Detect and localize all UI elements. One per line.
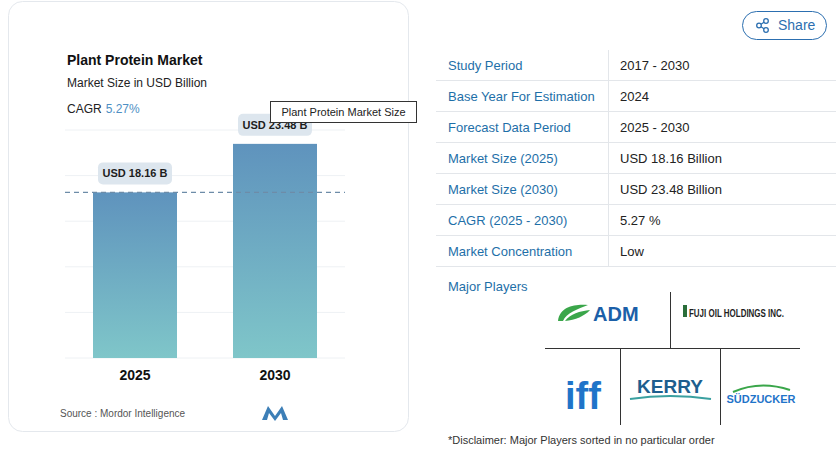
adm-leaf	[565, 310, 590, 321]
logo-rule	[620, 348, 621, 425]
annotation-text: Plant Protein Market Size	[281, 106, 405, 118]
table-value: 5.27 %	[620, 213, 661, 228]
table-label: CAGR (2025 - 2030)	[448, 213, 567, 228]
source-logo	[262, 406, 288, 421]
grid	[65, 130, 345, 358]
source: Source : Mordor Intelligence	[60, 408, 186, 419]
table-label: Study Period	[448, 58, 522, 73]
chart-card	[9, 2, 409, 432]
x-tick-label: 2030	[259, 367, 290, 383]
share-button[interactable]: Share	[743, 12, 827, 40]
table-rule	[436, 80, 836, 81]
data-label: USD 18.16 B	[98, 162, 172, 184]
table-value: Low	[620, 244, 644, 259]
player-logo: FUJI OIL HOLDINGS INC.	[689, 307, 784, 319]
suedzucker-arc	[733, 385, 790, 392]
player-logo: KERRY	[637, 376, 703, 397]
table-rule	[436, 204, 836, 205]
table-rule	[436, 235, 836, 236]
table-rule	[436, 142, 836, 143]
chart-title: Plant Protein Market	[67, 52, 203, 68]
table-label: Base Year For Estimation	[448, 89, 595, 104]
share-icon	[757, 23, 762, 28]
table-rule	[436, 173, 836, 174]
table-col-rule	[608, 50, 609, 267]
data-label-text: USD 18.16 B	[103, 167, 168, 179]
bar	[233, 144, 317, 358]
bars	[93, 144, 317, 358]
disclaimer: *Disclaimer: Major Players sorted in no …	[448, 434, 715, 446]
share-text[interactable]: Share	[778, 17, 816, 33]
player-logo: SÜDZUCKER	[726, 393, 795, 405]
kerry-swoosh	[630, 396, 711, 399]
info-table: Study Period 2017 - 2030 Base Year For Est…	[436, 50, 836, 267]
chart-subtitle: Market Size in USD Billion	[67, 76, 207, 90]
table-value: 2025 - 2030	[620, 120, 689, 135]
table-label: Forecast Data Period	[448, 120, 571, 135]
table-value: USD 18.16 Billion	[620, 151, 722, 166]
table-value: 2024	[620, 89, 649, 104]
cagr-value: 5.27%	[106, 102, 140, 116]
table-rule	[436, 266, 836, 267]
bar	[93, 192, 177, 358]
logo-rule	[670, 292, 671, 348]
share-icon	[764, 28, 769, 33]
logo-rule	[545, 348, 800, 349]
page: Plant Protein Market Market Size in USD B…	[0, 0, 836, 473]
player-logo: ADM	[593, 303, 639, 325]
table-rule	[436, 111, 836, 112]
annotation: Plant Protein Market Size	[271, 102, 417, 123]
x-tick-label: 2025	[119, 367, 150, 383]
logo-rule	[720, 348, 721, 425]
share-border[interactable]	[743, 12, 827, 40]
table-value: USD 23.48 Billion	[620, 182, 722, 197]
major-players-title: Major Players	[448, 279, 528, 294]
share-icon	[764, 19, 769, 24]
cagr-label: CAGR	[67, 102, 102, 116]
table-label: Market Size (2025)	[448, 151, 558, 166]
table-label: Market Size (2030)	[448, 182, 558, 197]
data-label-box	[98, 162, 172, 184]
annotation-box	[271, 102, 417, 123]
player-logo: iff	[565, 375, 601, 417]
fuji-mark	[683, 305, 687, 317]
table-value: 2017 - 2030	[620, 58, 689, 73]
player-logos: ADM FUJI OIL HOLDINGS INC. iff KERRY SÜDZUCK…	[545, 292, 800, 425]
reference-line	[65, 192, 345, 193]
table-label: Market Concentration	[448, 244, 572, 259]
share-icon	[761, 22, 764, 29]
